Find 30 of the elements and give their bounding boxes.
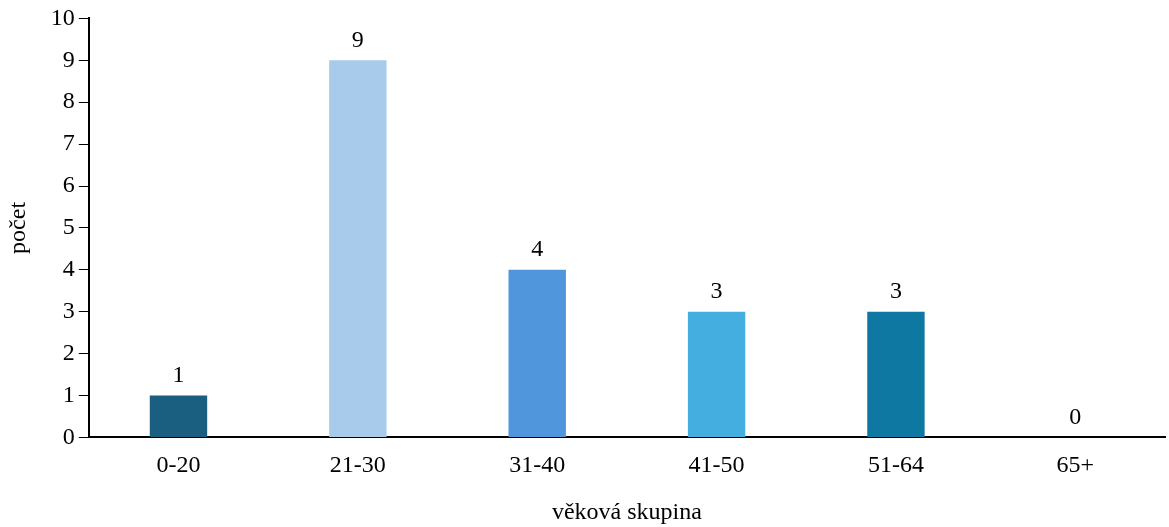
y-tick-label: 0 (62, 422, 75, 449)
data-label: 3 (889, 277, 902, 303)
bar (687, 311, 746, 437)
bar (329, 60, 387, 437)
data-label: 4 (531, 235, 544, 262)
bar (867, 311, 925, 437)
y-tick-label: 10 (50, 3, 75, 30)
x-tick-label: 0-20 (156, 451, 201, 478)
data-label: 1 (172, 360, 185, 387)
y-tick-label: 8 (62, 87, 75, 114)
data-label: 9 (351, 25, 364, 52)
bar (149, 395, 208, 437)
x-axis-title: věková skupina (551, 497, 703, 524)
x-tick-label: 31-40 (509, 451, 566, 478)
y-tick-label: 1 (62, 380, 75, 407)
x-tick-label: 41-50 (688, 451, 745, 478)
x-tick-label: 65+ (1056, 451, 1095, 478)
data-label: 3 (710, 277, 723, 303)
y-tick-label: 5 (62, 213, 75, 240)
y-tick-label: 3 (62, 297, 75, 323)
y-tick-label: 2 (62, 338, 75, 365)
bar (508, 269, 566, 437)
x-tick-label: 21-30 (329, 451, 386, 478)
y-tick-label: 4 (62, 255, 75, 282)
x-tick-label: 51-64 (867, 451, 924, 478)
y-tick-label: 6 (62, 171, 75, 198)
y-tick-label: 7 (62, 129, 75, 156)
y-axis-title: počet (3, 201, 30, 254)
data-label: 0 (1069, 402, 1082, 429)
y-tick-label: 9 (62, 45, 75, 72)
